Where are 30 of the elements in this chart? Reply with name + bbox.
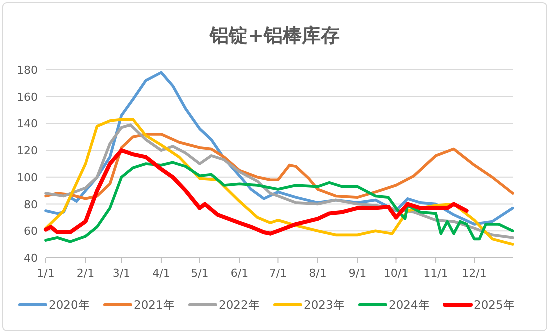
line-series (44, 148, 469, 236)
x-tick-label: 12/1 (462, 267, 487, 280)
x-tick-label: 4/1 (152, 267, 170, 280)
x-tick-label: 9/1 (348, 267, 367, 280)
y-tick-label: 140 (17, 118, 38, 131)
y-tick-label: 40 (24, 252, 38, 265)
legend-label: 2020年 (49, 298, 90, 312)
chart-title: 铝锭+铝棒库存 (209, 25, 340, 47)
x-tick-label: 7/1 (269, 267, 288, 280)
x-tick-label: 11/1 (424, 267, 448, 280)
x-tick-label: 2/1 (76, 267, 95, 280)
y-tick-label: 100 (17, 171, 38, 184)
y-tick-label: 160 (17, 90, 38, 104)
x-tick-label: 5/1 (191, 267, 209, 280)
y-tick-label: 120 (17, 144, 38, 158)
x-tick-label: 10/1 (384, 267, 409, 280)
line-series (44, 133, 514, 200)
x-tick-label: 3/1 (112, 267, 131, 280)
legend-label: 2024年 (389, 298, 430, 312)
y-tick-label: 60 (24, 225, 38, 238)
legend-label: 2021年 (134, 298, 176, 312)
y-tick-label: 80 (24, 198, 38, 212)
legend-label: 2025年 (474, 298, 516, 312)
legend-label: 2022年 (219, 298, 260, 312)
legend-label: 2023年 (304, 298, 346, 312)
y-tick-label: 180 (17, 64, 38, 77)
x-tick-label: 1/1 (37, 267, 55, 280)
x-tick-label: 8/1 (309, 267, 327, 280)
line-series (44, 161, 514, 244)
x-tick-label: 6/1 (230, 267, 249, 280)
